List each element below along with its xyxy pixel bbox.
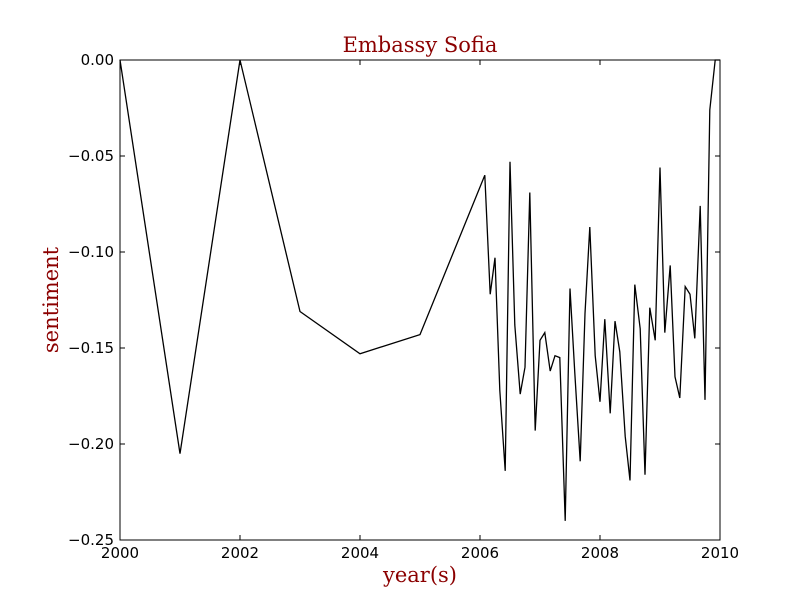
x-tick-label: 2010 [701, 544, 739, 562]
x-tick-label: 2006 [461, 544, 499, 562]
y-tick-label: 0.00 [81, 51, 114, 69]
x-tick-label: 2008 [581, 544, 619, 562]
tick-group: 2000 2002 2004 2006 2008 2010 0.00 −0.05 −0.10 −0… [68, 51, 739, 562]
x-tick-label: 2004 [341, 544, 379, 562]
y-tick-label: −0.20 [68, 435, 114, 453]
x-tick-label: 2002 [221, 544, 259, 562]
y-tick-label: −0.25 [68, 531, 114, 549]
x-axis-label: year(s) [382, 563, 457, 587]
x-tick-label: 2000 [101, 544, 139, 562]
plot-frame [119, 59, 721, 541]
series-line [119, 59, 720, 521]
chart-title: Embassy Sofia [343, 33, 498, 57]
series-group [119, 59, 720, 521]
y-tick-label: −0.05 [68, 147, 114, 165]
y-tick-label: −0.10 [68, 243, 114, 261]
y-tick-label: −0.15 [68, 339, 114, 357]
y-axis-label: sentiment [39, 246, 63, 353]
